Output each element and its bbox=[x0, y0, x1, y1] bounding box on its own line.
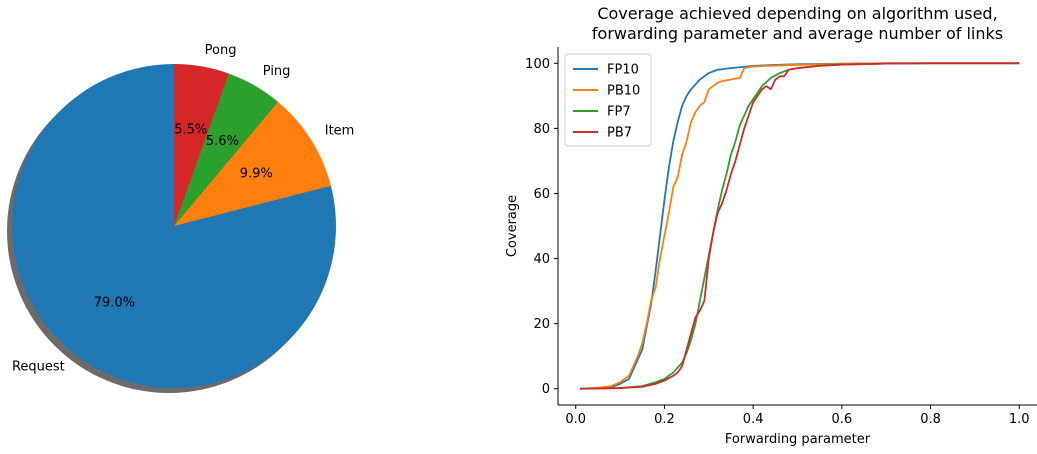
axes-frame bbox=[557, 47, 1037, 406]
pie-wedges bbox=[12, 64, 337, 388]
x-tick-label: 1.0 bbox=[1009, 412, 1030, 427]
y-tick-label: 40 bbox=[533, 252, 550, 267]
x-axis-label: Forwarding parameter bbox=[725, 432, 871, 447]
legend-label-pb7: PB7 bbox=[607, 126, 632, 141]
legend-box bbox=[564, 53, 652, 147]
x-tick-label: 0.4 bbox=[743, 412, 764, 427]
line-chart: Coverage achieved depending on algorithm… bbox=[505, 4, 1037, 447]
series-lines bbox=[580, 62, 1020, 390]
legend: FP10 PB10 FP7 PB7 bbox=[564, 53, 652, 147]
pie-slice-ping bbox=[174, 73, 279, 226]
y-tick-label: 0 bbox=[542, 382, 550, 397]
pie-pct-ping: 5.6% bbox=[206, 134, 239, 149]
pie-label-pong: Pong bbox=[205, 43, 237, 58]
pie-pct-pong: 5.5% bbox=[174, 123, 207, 138]
chart-title-line-1: Coverage achieved depending on algorithm… bbox=[597, 4, 997, 23]
y-tick-label: 60 bbox=[533, 187, 550, 202]
chart-title-line-2: forwarding parameter and average number … bbox=[592, 24, 1003, 43]
y-axis-label: Coverage bbox=[505, 195, 520, 257]
series-line-pb7 bbox=[580, 62, 1020, 390]
pie-chart: Request 79.0% Item 9.9% Ping 5.6% Pong 5.5% bbox=[7, 43, 354, 393]
pie-slice-item bbox=[174, 101, 331, 226]
y-tick-label: 100 bbox=[525, 57, 550, 72]
x-tick-label: 0.2 bbox=[654, 412, 675, 427]
x-tick-label: 0.8 bbox=[920, 412, 941, 427]
x-axis-ticks: 0.0 0.2 0.4 0.6 0.8 1.0 bbox=[565, 405, 1030, 427]
legend-label-pb10: PB10 bbox=[607, 84, 640, 99]
y-axis-ticks: 0 20 40 60 80 100 bbox=[525, 57, 558, 397]
pie-labels: Request 79.0% Item 9.9% Ping 5.6% Pong 5.5% bbox=[12, 43, 354, 374]
legend-label-fp10: FP10 bbox=[607, 63, 639, 78]
pie-pct-request: 79.0% bbox=[94, 295, 135, 310]
y-tick-label: 80 bbox=[533, 122, 550, 137]
pie-slice-pong bbox=[174, 64, 229, 226]
y-tick-label: 20 bbox=[533, 317, 550, 332]
x-tick-label: 0.6 bbox=[832, 412, 853, 427]
series-line-pb10 bbox=[580, 62, 1020, 390]
pie-label-item: Item bbox=[325, 123, 355, 138]
x-tick-label: 0.0 bbox=[565, 412, 586, 427]
pie-label-ping: Ping bbox=[263, 64, 291, 79]
legend-label-fp7: FP7 bbox=[607, 105, 631, 120]
pie-label-request: Request bbox=[12, 359, 65, 374]
pie-pct-item: 9.9% bbox=[240, 167, 273, 182]
